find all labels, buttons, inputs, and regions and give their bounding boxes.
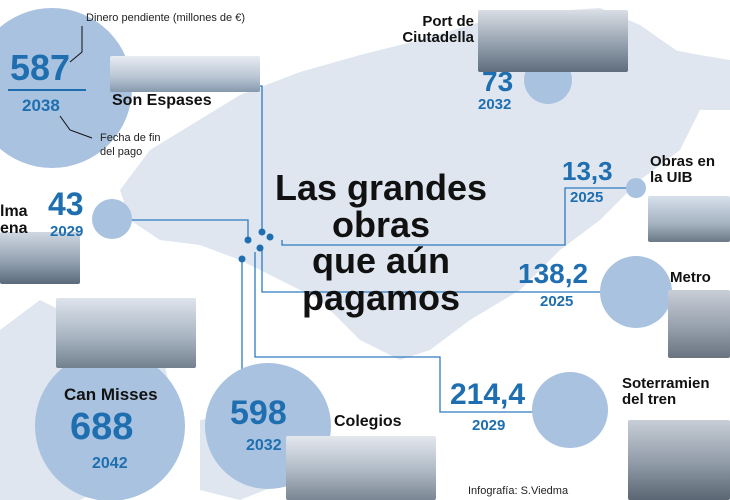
uib-name-line: Obras en [650, 153, 716, 170]
title-line: obras [331, 203, 431, 245]
palma-arena-name-line: lma [0, 203, 28, 220]
photo-palma-arena [0, 232, 80, 284]
photo-metro [668, 290, 730, 358]
uib-name-line: la UIB [650, 168, 693, 186]
can-misses-name: Can Misses [64, 385, 158, 404]
photo-ciutadella [478, 10, 628, 72]
title-block: Las grandes obras que aún pagamos [256, 167, 506, 319]
connector-uib [281, 187, 630, 246]
photo-soterramiento [628, 420, 730, 500]
photo-colegios [286, 436, 436, 500]
ciutadella-year: 2032 [478, 96, 512, 113]
map-dot [244, 236, 252, 244]
soterramiento-name-line: del tren [622, 390, 677, 408]
connector-metro [261, 250, 620, 293]
legend-amount-note: Dinero pendiente (millones de €) [86, 12, 245, 24]
ciutadella-name-line: Ciutadella [402, 28, 474, 46]
uib-year: 2025 [570, 189, 604, 206]
son-espases-amount: 587 [10, 47, 71, 88]
palma-arena-name-line: ena [0, 219, 28, 237]
connector-soterramiento [254, 252, 570, 413]
circle-son-espases [0, 8, 132, 168]
soterramiento-name: Soterramien del tren [622, 376, 710, 408]
metro-amount: 138,2 [518, 258, 589, 289]
can-misses-amount: 688 [70, 406, 134, 448]
soterramiento-year: 2029 [472, 417, 506, 434]
ciutadella-amount: 73 [482, 66, 514, 97]
ciutadella-name-line: Port de [422, 13, 474, 30]
photo-son-espases [110, 56, 260, 92]
photo-can-misses [56, 298, 196, 368]
son-espases-year: 2038 [22, 96, 60, 115]
can-misses-year: 2042 [92, 455, 128, 472]
colegios-amount: 598 [230, 394, 287, 432]
legend-line-date [59, 115, 93, 139]
son-espases-name: Son Espases [112, 92, 212, 109]
palma-arena-year: 2029 [50, 223, 84, 240]
palma-arena-amount: 43 [48, 186, 84, 222]
map-dot [258, 228, 266, 236]
colegios-year: 2032 [246, 437, 282, 454]
metro-year: 2025 [540, 293, 574, 310]
legend-date-note: Fecha de fin del pago [100, 132, 161, 160]
legend-date-note-line: del pago [100, 145, 143, 158]
credit: Infografía: S.Viedma [468, 485, 569, 497]
map-dot [266, 233, 274, 241]
title-line: pagamos [301, 277, 461, 319]
palma-arena-name: lma ena [0, 203, 28, 238]
photo-uib [648, 196, 730, 242]
title-line: que aún [311, 240, 450, 282]
uib-name: Obras en la UIB [650, 154, 715, 186]
circle-uib [626, 178, 646, 198]
ciutadella-name: Port de Ciutadella [380, 14, 474, 46]
soterramiento-amount: 214,4 [450, 378, 526, 411]
map-dot [238, 255, 246, 263]
title-line: Las grandes [274, 167, 488, 208]
uib-amount: 13,3 [562, 156, 613, 186]
metro-name: Metro [670, 269, 711, 286]
connector-palma-arena [120, 219, 249, 238]
circle-soterramiento [532, 372, 608, 448]
map-dot [256, 244, 264, 252]
legend-date-note-line: Fecha de fin [100, 132, 161, 144]
soterramiento-name-line: Soterramien [622, 375, 710, 392]
circle-metro [600, 256, 672, 328]
legend-line-amount [69, 26, 83, 63]
circle-can-misses [35, 351, 185, 500]
circle-palma-arena [92, 199, 132, 239]
colegios-name: Colegios [334, 413, 402, 430]
